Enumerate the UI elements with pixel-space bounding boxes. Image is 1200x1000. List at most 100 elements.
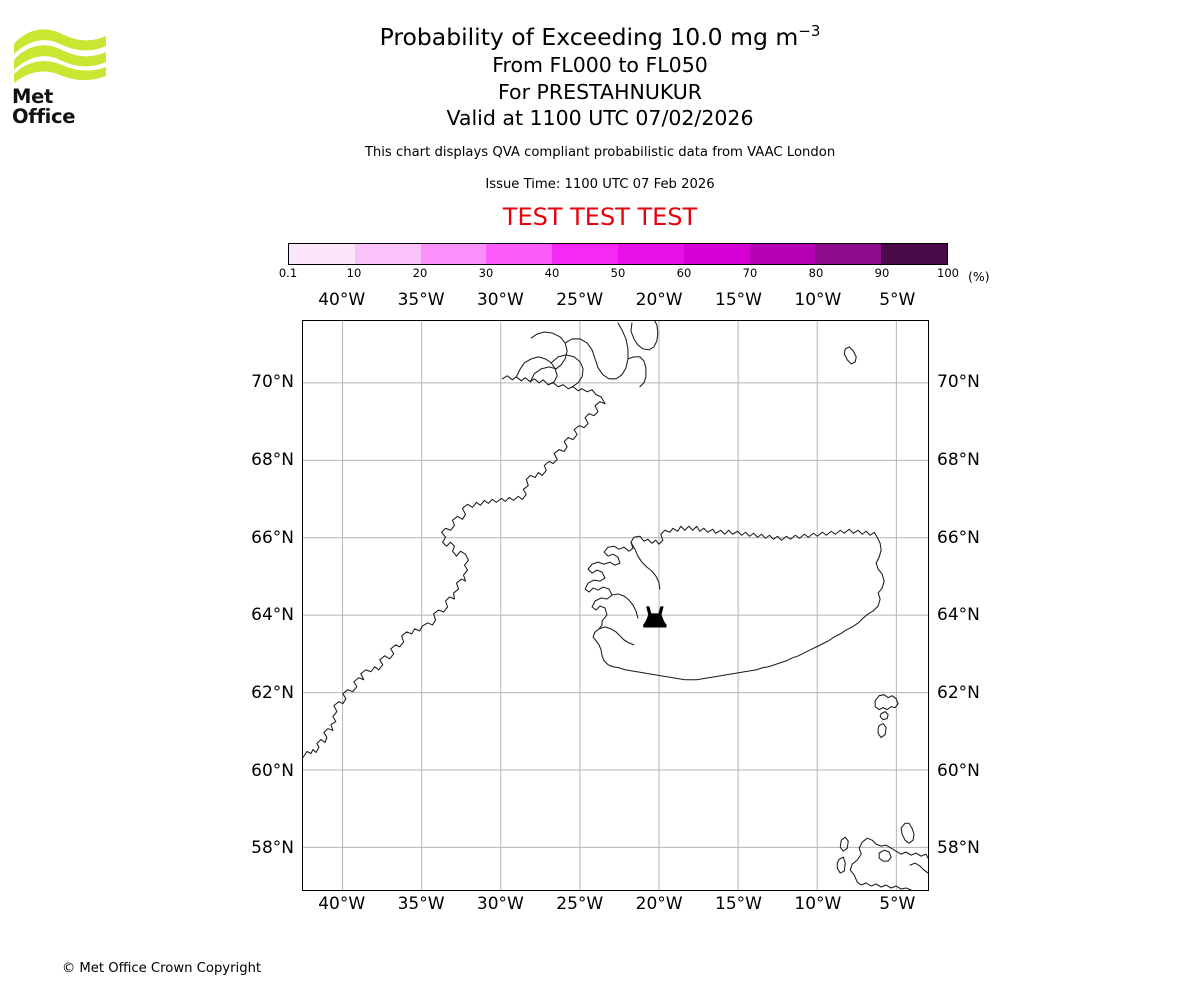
- shetland-islands: [900, 822, 915, 844]
- colorbar-tick-0.1: 0.1: [278, 266, 298, 280]
- lat-label-left-60°N: 60°N: [251, 760, 294, 781]
- lon-label-bottom-20°W: 20°W: [635, 894, 683, 914]
- greenland-coast-ridge: [501, 375, 606, 405]
- colorbar-band-5: [617, 244, 684, 264]
- colorbar-unit-label: (%): [968, 269, 990, 284]
- colorbar-band-2: [420, 244, 487, 264]
- lat-label-right-60°N: 60°N: [937, 760, 980, 781]
- greenland-fjord-branch: [627, 356, 647, 388]
- colorbar-band-3: [486, 244, 553, 264]
- colorbar-tick-70: 70: [742, 266, 758, 280]
- copyright-notice: © Met Office Crown Copyright: [62, 961, 262, 976]
- longitude-axis-top: 40°W 35°W 30°W 25°W 20°W 15°W 10°W 5°W: [302, 290, 929, 312]
- data-source-disclaimer: This chart displays QVA compliant probab…: [364, 144, 836, 160]
- iceland-coastline: [584, 525, 885, 681]
- lat-label-right-66°N: 66°N: [937, 527, 980, 548]
- colorbar-tick-20: 20: [412, 266, 428, 280]
- greenland-east-coast: [303, 401, 606, 758]
- lat-label-right-58°N: 58°N: [937, 838, 980, 859]
- lon-label-top-10°W: 10°W: [794, 290, 842, 310]
- map-plot-area[interactable]: [302, 320, 929, 891]
- scotland-east-inlet: [909, 862, 928, 874]
- colorbar-tick-40: 40: [544, 266, 560, 280]
- faroe-islands-north: [874, 694, 899, 711]
- colorbar-tick-80: 80: [808, 266, 824, 280]
- met-office-wave-mark: [14, 29, 106, 83]
- lat-label-right-70°N: 70°N: [937, 372, 980, 393]
- map-canvas: [303, 321, 928, 890]
- colorbar-band-1: [354, 244, 421, 264]
- colorbar-tick-60: 60: [676, 266, 692, 280]
- outer-hebrides-south: [836, 856, 846, 874]
- greenland-north-island: [630, 321, 659, 351]
- issue-time: Issue Time: 1100 UTC 07 Feb 2026: [485, 176, 715, 192]
- colorbar-band-8: [815, 244, 882, 264]
- page-title: Probability of Exceeding 10.0 mg m−3: [0, 22, 1200, 52]
- met-office-logo: Met Office: [12, 24, 108, 126]
- colorbar-tick-10: 10: [346, 266, 362, 280]
- scotland-north-coast: [849, 837, 928, 883]
- volcano-marker-prestahnukur[interactable]: [642, 606, 667, 628]
- page-title-text: Probability of Exceeding 10.0 mg m: [379, 23, 799, 51]
- lon-label-top-5°W: 5°W: [879, 290, 916, 310]
- colorbar-band-7: [749, 244, 816, 264]
- lat-label-right-64°N: 64°N: [937, 605, 980, 626]
- iceland-breidafjordur: [611, 593, 639, 619]
- lat-label-left-58°N: 58°N: [251, 838, 294, 859]
- test-banner: TEST TEST TEST: [502, 202, 698, 231]
- iceland-north-peninsula: [630, 541, 661, 590]
- jan-mayen-island: [843, 346, 857, 365]
- latitude-axis-right: 58°N 60°N 62°N 64°N 66°N 68°N 70°N: [937, 320, 1049, 891]
- lon-label-bottom-30°W: 30°W: [476, 894, 524, 914]
- colorbar-band-6: [683, 244, 750, 264]
- volcano-name: For PRESTAHNUKUR: [498, 79, 702, 104]
- lat-label-left-68°N: 68°N: [251, 449, 294, 470]
- map-gridlines: [303, 321, 928, 890]
- lon-label-bottom-35°W: 35°W: [397, 894, 445, 914]
- latitude-axis-left: 58°N 60°N 62°N 64°N 66°N 68°N 70°N: [182, 320, 294, 891]
- met-office-wordmark: Met Office: [12, 85, 76, 128]
- colorbar-tick-100: 100: [937, 266, 959, 280]
- page-title-exponent: −3: [798, 22, 821, 41]
- lon-label-bottom-40°W: 40°W: [318, 894, 366, 914]
- lon-label-top-20°W: 20°W: [635, 290, 683, 310]
- lon-label-bottom-5°W: 5°W: [879, 894, 916, 914]
- colorbar-tick-50: 50: [610, 266, 626, 280]
- lon-label-top-35°W: 35°W: [397, 290, 445, 310]
- faroe-islands-mid: [879, 711, 889, 721]
- greenland-peninsula-b: [529, 331, 568, 383]
- valid-time: Valid at 1100 UTC 07/02/2026: [446, 106, 754, 130]
- lat-label-left-70°N: 70°N: [251, 372, 294, 393]
- colorbar-tick-labels: 0.1 10 20 30 40 50 60 70 80 90 100: [279, 266, 959, 282]
- colorbar-band-9: [881, 244, 947, 264]
- lon-label-top-30°W: 30°W: [476, 290, 524, 310]
- chart-title-block: Probability of Exceeding 10.0 mg m−3 Fro…: [0, 22, 1200, 231]
- lat-label-left-62°N: 62°N: [251, 682, 294, 703]
- probability-colorbar: [288, 243, 948, 265]
- greenland-peninsula-a: [515, 356, 558, 386]
- lon-label-bottom-10°W: 10°W: [794, 894, 842, 914]
- colorbar-tick-30: 30: [478, 266, 494, 280]
- lon-label-bottom-25°W: 25°W: [556, 894, 604, 914]
- lat-label-right-68°N: 68°N: [937, 449, 980, 470]
- longitude-axis-bottom: 40°W 35°W 30°W 25°W 20°W 15°W 10°W 5°W: [302, 894, 929, 916]
- greenland-fjord-deep: [564, 322, 629, 380]
- coastlines: [303, 321, 928, 890]
- scotland-coast-south: [856, 881, 912, 890]
- lon-label-top-15°W: 15°W: [715, 290, 762, 310]
- orkney-islands: [878, 849, 892, 862]
- flight-level-range: From FL000 to FL050: [492, 53, 708, 77]
- lon-label-bottom-15°W: 15°W: [715, 894, 762, 914]
- faroe-islands-south: [877, 723, 887, 739]
- lat-label-left-66°N: 66°N: [251, 527, 294, 548]
- colorbar-band-0: [289, 244, 355, 264]
- lon-label-top-25°W: 25°W: [556, 290, 604, 310]
- iceland-west-inlet: [598, 626, 635, 646]
- outer-hebrides-north: [839, 836, 849, 852]
- colorbar-gradient: [288, 243, 948, 265]
- lat-label-right-62°N: 62°N: [937, 682, 980, 703]
- lat-label-left-64°N: 64°N: [251, 605, 294, 626]
- colorbar-band-4: [552, 244, 618, 264]
- colorbar-tick-90: 90: [874, 266, 890, 280]
- greenland-inlet-a: [550, 354, 584, 388]
